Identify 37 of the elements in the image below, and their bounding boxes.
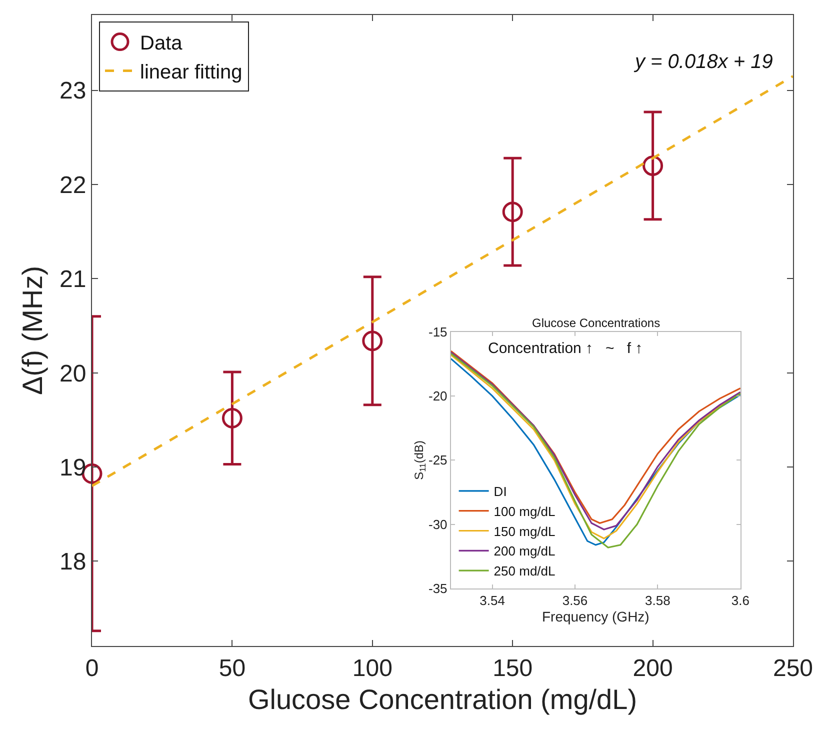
x-tick-label: 3.6 xyxy=(731,593,750,608)
legend-label: 200 mg/dL xyxy=(494,544,556,559)
annotation: Concentration ↑ ~ f ↑ xyxy=(488,340,643,357)
point xyxy=(502,202,523,222)
y-axis-title: Δ(f) (MHz) xyxy=(17,266,48,396)
y-tick-label: 22 xyxy=(59,172,86,199)
legend-label: DI xyxy=(494,484,507,500)
y-tick-label: -30 xyxy=(428,516,448,532)
x-tick-label: 150 xyxy=(492,654,533,682)
y-tick-label: -15 xyxy=(428,324,448,340)
x-axis-title: Glucose Concentration (mg/dL) xyxy=(248,684,638,715)
legend-label: 100 mg/dL xyxy=(494,504,556,519)
legend-label: Data xyxy=(140,32,184,55)
x-tick-label: 50 xyxy=(218,654,246,682)
point xyxy=(362,330,383,352)
x-axis-title: Frequency (GHz) xyxy=(542,608,650,624)
point xyxy=(222,408,242,428)
y-tick-label: 23 xyxy=(59,78,86,105)
y-tick-label: 20 xyxy=(59,360,86,388)
legend-label: 150 mg/dL xyxy=(494,524,556,539)
y-tick-label: -20 xyxy=(428,388,448,404)
legend-label: linear fitting xyxy=(140,62,242,84)
legend-label: 250 md/dL xyxy=(494,564,556,579)
x-tick-label: 0 xyxy=(85,654,99,682)
x-tick-label: 100 xyxy=(352,654,392,682)
annotation: y = 0.018x + 19 xyxy=(633,51,773,73)
x-tick-label: 3.54 xyxy=(480,593,505,608)
y-tick-label: 19 xyxy=(59,454,86,482)
x-tick-label: 3.58 xyxy=(645,593,670,608)
y-tick-label: -25 xyxy=(428,452,448,468)
x-tick-label: 250 xyxy=(772,654,814,682)
x-tick-label: 3.56 xyxy=(562,593,588,608)
y-tick-label: -35 xyxy=(428,581,448,596)
chart-title: Glucose Concentrations xyxy=(532,316,660,330)
y-tick-label: 21 xyxy=(59,266,86,294)
y-tick-label: 18 xyxy=(59,548,86,576)
x-tick-label: 200 xyxy=(632,654,673,682)
